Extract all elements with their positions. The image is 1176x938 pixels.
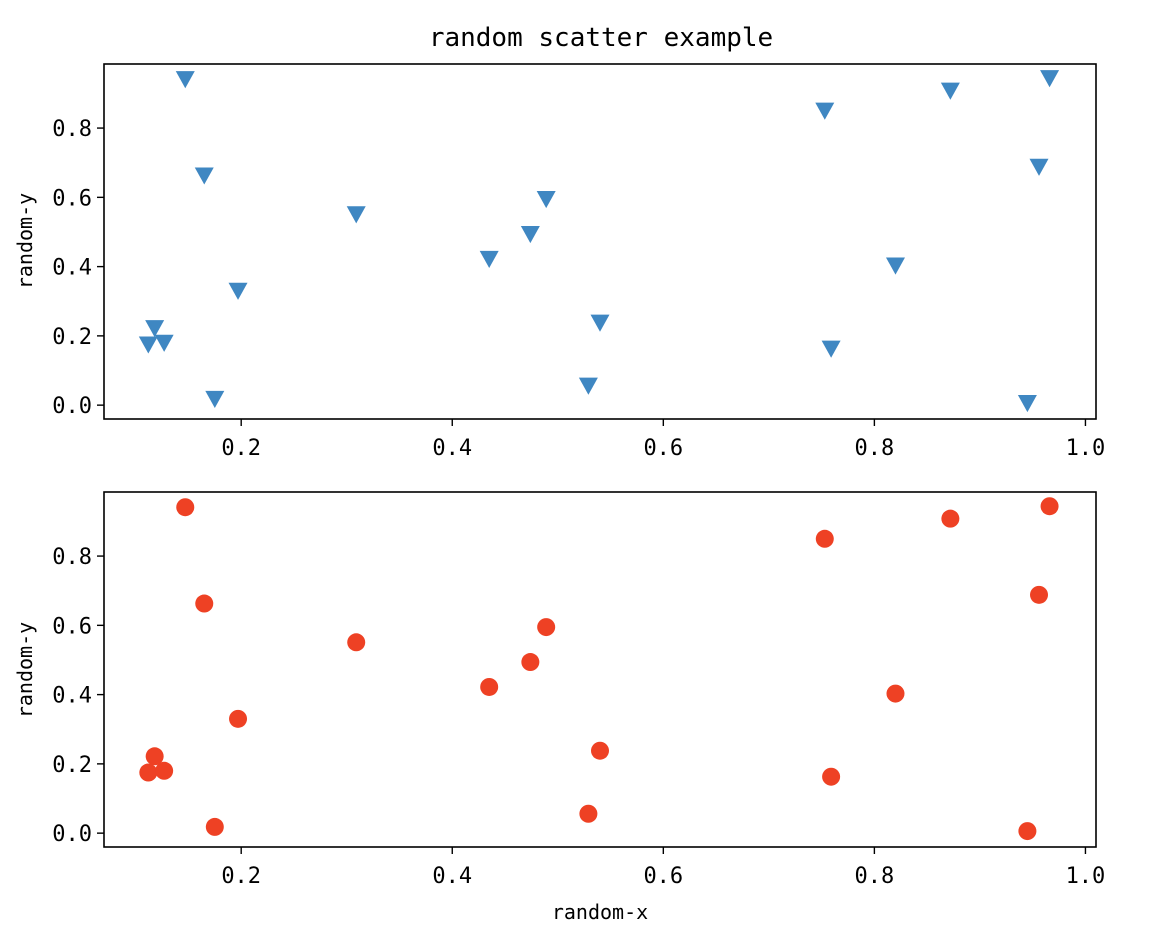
- top-y-axis-label: random-y: [13, 193, 37, 289]
- top-data-point-6: [228, 282, 248, 300]
- top-data-point-2: [346, 206, 366, 224]
- top-data-point-11: [590, 314, 610, 332]
- bottom-scatter-panel: 0.0 0.2 0.4 0.6 0.8 0.2 0.4 0.6 0.8 1.0 random-y…: [13, 491, 1105, 924]
- bottom-data-point-16: [1030, 585, 1049, 604]
- bottom-plot-frame: [103, 491, 1097, 848]
- bottom-data-point-10: [205, 817, 224, 836]
- bottom-data-point-14: [941, 509, 960, 528]
- top-data-point-4: [520, 225, 540, 244]
- top-x-tick-label: 1.0: [1066, 436, 1106, 461]
- bottom-data-point-0: [176, 498, 195, 517]
- bottom-data-point-4: [521, 653, 540, 672]
- bottom-data-point-18: [822, 767, 841, 786]
- top-data-point-10: [205, 390, 225, 408]
- bottom-y-tick-label: 0.6: [52, 614, 92, 639]
- bottom-y-tick-label: 0.8: [52, 545, 92, 570]
- bottom-data-point-7: [145, 747, 164, 766]
- bottom-data-point-9: [155, 761, 174, 780]
- bottom-data-point-1: [195, 594, 214, 613]
- top-y-tick-label: 0.2: [52, 325, 92, 350]
- bottom-data-point-3: [537, 618, 556, 637]
- x-axis-label: random-x: [552, 900, 648, 924]
- bottom-data-point-17: [886, 684, 905, 703]
- bottom-x-tick-label: 0.2: [221, 864, 261, 889]
- bottom-data-point-6: [229, 709, 248, 728]
- bottom-data-point-13: [815, 529, 834, 548]
- top-x-axis: 0.2 0.4 0.6 0.8 1.0: [221, 419, 1105, 461]
- top-y-tick-label: 0.4: [52, 256, 92, 281]
- bottom-y-axis-label: random-y: [13, 622, 37, 718]
- top-data-point-9: [154, 334, 174, 352]
- top-x-tick-label: 0.6: [643, 436, 683, 461]
- top-x-tick-label: 0.8: [855, 436, 895, 461]
- bottom-y-axis: 0.0 0.2 0.4 0.6 0.8: [52, 545, 104, 847]
- bottom-scatter-markers: [139, 497, 1059, 841]
- top-y-axis: 0.0 0.2 0.4 0.6 0.8: [52, 117, 104, 419]
- bottom-x-tick-label: 0.8: [855, 864, 895, 889]
- bottom-x-axis: 0.2 0.4 0.6 0.8 1.0: [221, 847, 1105, 889]
- top-data-point-19: [1017, 394, 1037, 413]
- top-data-point-5: [479, 250, 499, 269]
- top-scatter-markers: [138, 70, 1060, 413]
- chart-title: random scatter example: [429, 23, 773, 53]
- top-y-tick-label: 0.6: [52, 186, 92, 211]
- top-data-point-12: [578, 377, 598, 395]
- top-data-point-8: [138, 336, 158, 354]
- top-data-point-0: [175, 71, 195, 89]
- top-scatter-panel: 0.0 0.2 0.4 0.6 0.8 0.2 0.4 0.6 0.8 1.0 random-y: [13, 63, 1105, 461]
- top-data-point-15: [1040, 70, 1060, 88]
- bottom-x-tick-label: 0.6: [643, 864, 683, 889]
- bottom-x-tick-label: 1.0: [1066, 864, 1106, 889]
- top-y-tick-label: 0.8: [52, 117, 92, 142]
- top-x-tick-label: 0.2: [221, 436, 261, 461]
- top-data-point-14: [940, 82, 960, 100]
- bottom-data-point-11: [591, 741, 609, 760]
- bottom-y-tick-label: 0.0: [52, 822, 92, 847]
- bottom-x-tick-label: 0.4: [432, 864, 472, 889]
- top-data-point-16: [1029, 158, 1049, 176]
- top-plot-frame: [103, 63, 1097, 420]
- bottom-y-tick-label: 0.2: [52, 753, 92, 778]
- top-y-tick-label: 0.0: [52, 394, 92, 419]
- bottom-data-point-12: [579, 804, 598, 823]
- top-x-tick-label: 0.4: [432, 436, 472, 461]
- bottom-data-point-2: [347, 633, 366, 652]
- top-data-point-17: [885, 257, 905, 275]
- top-data-point-1: [194, 167, 214, 185]
- bottom-data-point-19: [1018, 822, 1037, 841]
- bottom-y-tick-label: 0.4: [52, 684, 92, 709]
- top-data-point-7: [145, 320, 165, 338]
- bottom-data-point-5: [480, 677, 499, 696]
- bottom-data-point-8: [139, 763, 158, 782]
- top-data-point-18: [821, 340, 841, 358]
- bottom-data-point-15: [1040, 497, 1059, 516]
- top-data-point-3: [536, 191, 556, 209]
- top-data-point-13: [815, 102, 835, 120]
